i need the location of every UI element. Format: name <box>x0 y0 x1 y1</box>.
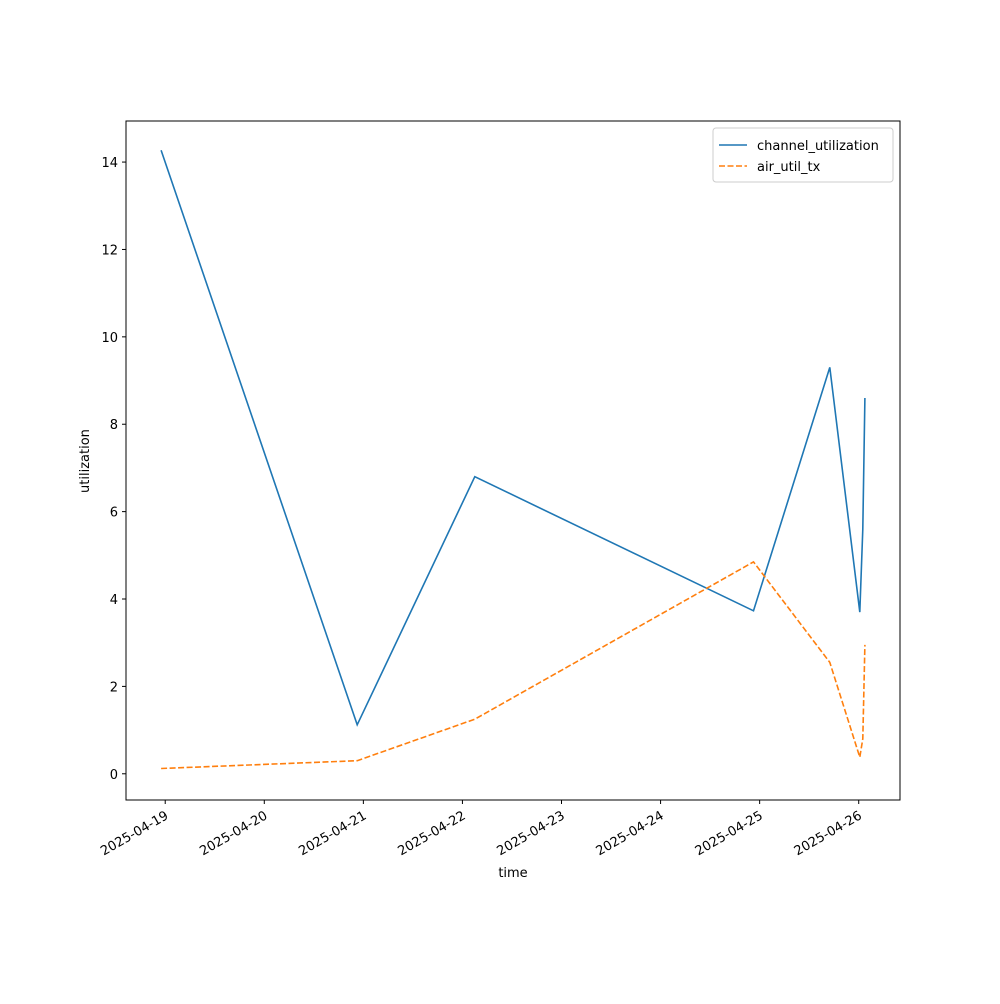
y-tick-label: 4 <box>110 593 118 608</box>
y-tick-label: 6 <box>110 506 118 521</box>
legend-label: channel_utilization <box>757 139 879 154</box>
y-tick-label: 0 <box>110 768 118 783</box>
line-series <box>161 560 866 770</box>
x-axis-label: time <box>498 866 527 881</box>
legend-box <box>712 127 894 183</box>
legend: channel_utilization air_util_tx <box>712 127 894 183</box>
legend-label: air_util_tx <box>757 160 821 175</box>
line-series <box>160 150 866 727</box>
y-tick-label: 8 <box>110 418 118 433</box>
y-axis-label: utilization <box>78 429 93 493</box>
y-tick-label: 10 <box>101 331 118 346</box>
y-tick-label: 12 <box>101 243 118 258</box>
plot-frame <box>125 120 901 801</box>
y-tick-label: 14 <box>101 156 118 171</box>
y-tick-label: 2 <box>110 680 118 695</box>
